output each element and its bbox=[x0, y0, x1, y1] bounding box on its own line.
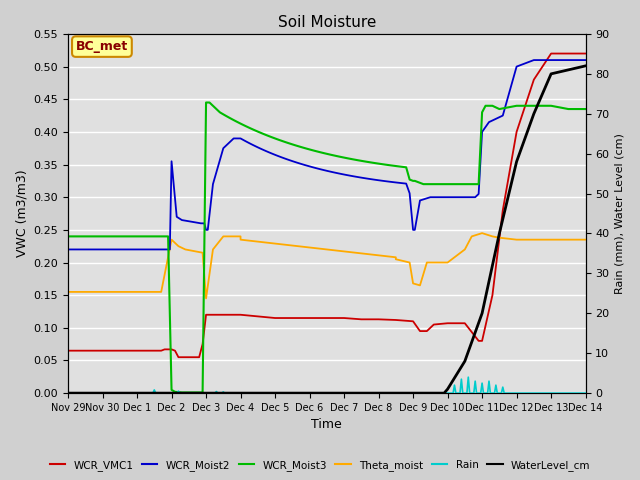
Text: BC_met: BC_met bbox=[76, 40, 128, 53]
X-axis label: Time: Time bbox=[312, 419, 342, 432]
Y-axis label: VWC (m3/m3): VWC (m3/m3) bbox=[15, 170, 28, 257]
Legend: WCR_VMC1, WCR_Moist2, WCR_Moist3, Theta_moist, Rain, WaterLevel_cm: WCR_VMC1, WCR_Moist2, WCR_Moist3, Theta_… bbox=[45, 456, 595, 475]
Title: Soil Moisture: Soil Moisture bbox=[278, 15, 376, 30]
Y-axis label: Rain (mm), Water Level (cm): Rain (mm), Water Level (cm) bbox=[615, 133, 625, 294]
